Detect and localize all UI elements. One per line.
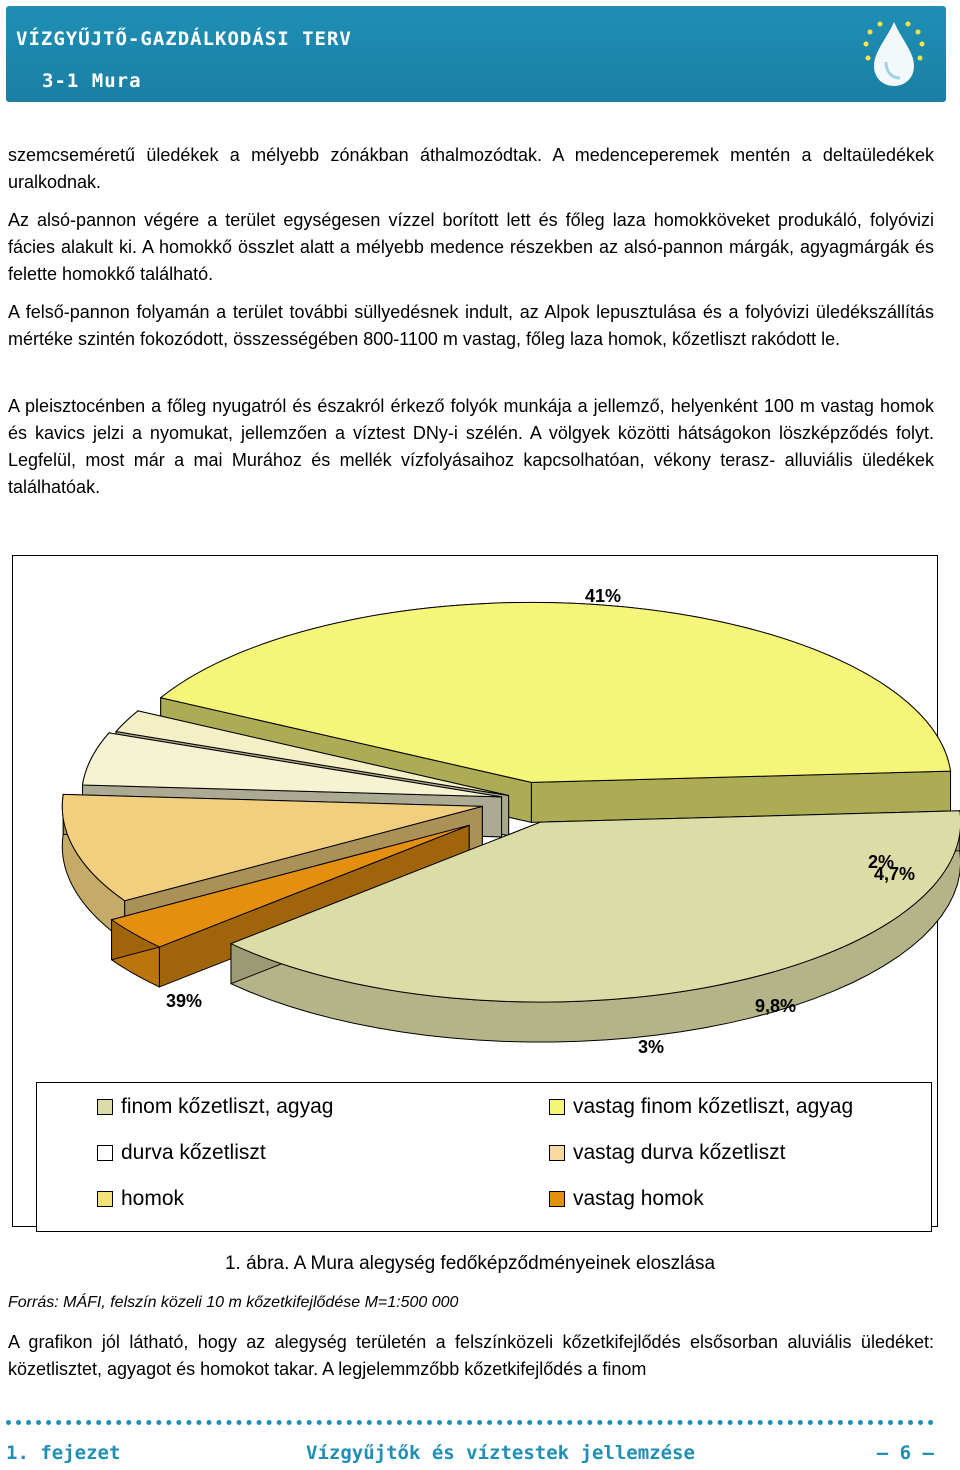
water-drop-logo-icon	[863, 21, 925, 86]
legend-swatch	[549, 1099, 565, 1115]
pie-slice-top-4	[110, 824, 470, 948]
footer-divider	[6, 1420, 934, 1425]
paragraph-1: szemcseméretű üledékek a mélyebb zónákba…	[8, 145, 934, 192]
figure-caption: 1. ábra. A Mura alegység fedőképződménye…	[224, 1253, 716, 1274]
page-footer: 1. fejezet Vízgyűjtők és víztestek jelle…	[6, 1442, 934, 1466]
legend-item-homok: homok	[97, 1187, 184, 1211]
paragraph-2: Az alsó-pannon végére a terület egységes…	[8, 210, 934, 284]
footer-chapter: 1. fejezet	[6, 1442, 121, 1464]
legend-item-durva: durva kőzetliszt	[97, 1141, 266, 1165]
pie-slice-top-3	[61, 793, 483, 902]
pie-slice-top-1	[115, 710, 509, 797]
pie-slice-top-5	[229, 810, 960, 1003]
paragraph-4: A pleisztocénben a főleg nyugatról és és…	[8, 396, 934, 497]
pct-label-9-8: 9,8%	[755, 996, 797, 1016]
pie-slice-top-2	[81, 732, 502, 798]
page-header: VÍZGYŰJTŐ-GAZDÁLKODÁSI TERV 3-1 Mura	[6, 6, 946, 102]
footer-section: Vízgyűjtők és víztestek jellemzése	[306, 1442, 695, 1464]
pct-label-3: 3%	[638, 1037, 665, 1057]
legend-label: finom kőzetliszt, agyag	[121, 1095, 334, 1118]
legend-item-vastag-durva: vastag durva kőzetliszt	[549, 1141, 785, 1165]
pct-label-39: 39%	[166, 991, 203, 1011]
pie-slice-top-0	[159, 601, 952, 783]
legend-label: vastag finom kőzetliszt, agyag	[573, 1095, 854, 1118]
document-title: VÍZGYŰJTŐ-GAZDÁLKODÁSI TERV	[16, 28, 352, 50]
paragraph-5: A grafikon jól látható, hogy az alegység…	[8, 1332, 934, 1379]
legend-swatch	[97, 1191, 113, 1207]
legend-swatch	[549, 1145, 565, 1161]
document-subtitle: 3-1 Mura	[42, 70, 142, 92]
pie-chart	[61, 601, 960, 1043]
paragraph-3: A felső-pannon folyamán a terület tovább…	[8, 302, 934, 349]
legend-swatch	[97, 1145, 113, 1161]
chart-legend: finom kőzetliszt, agyag vastag finom kőz…	[36, 1082, 932, 1232]
figure-source: Forrás: MÁFI, felszín közeli 10 m kőzetk…	[8, 1294, 459, 1311]
legend-swatch	[549, 1191, 565, 1207]
legend-item-vastag-finom: vastag finom kőzetliszt, agyag	[549, 1095, 853, 1119]
legend-item-vastag-homok: vastag homok	[549, 1187, 704, 1211]
legend-label: homok	[121, 1187, 185, 1210]
pct-label-41: 41%	[585, 586, 622, 606]
footer-page-number: – 6 –	[876, 1442, 934, 1464]
legend-label: durva kőzetliszt	[121, 1141, 266, 1164]
pct-label-4-7: 4,7%	[874, 864, 916, 884]
legend-item-finom: finom kőzetliszt, agyag	[97, 1095, 333, 1119]
legend-label: vastag durva kőzetliszt	[573, 1141, 786, 1164]
pie-slice-5	[229, 810, 960, 1043]
pct-label-2: 2%	[868, 852, 895, 872]
legend-swatch	[97, 1099, 113, 1115]
legend-label: vastag homok	[573, 1187, 704, 1210]
